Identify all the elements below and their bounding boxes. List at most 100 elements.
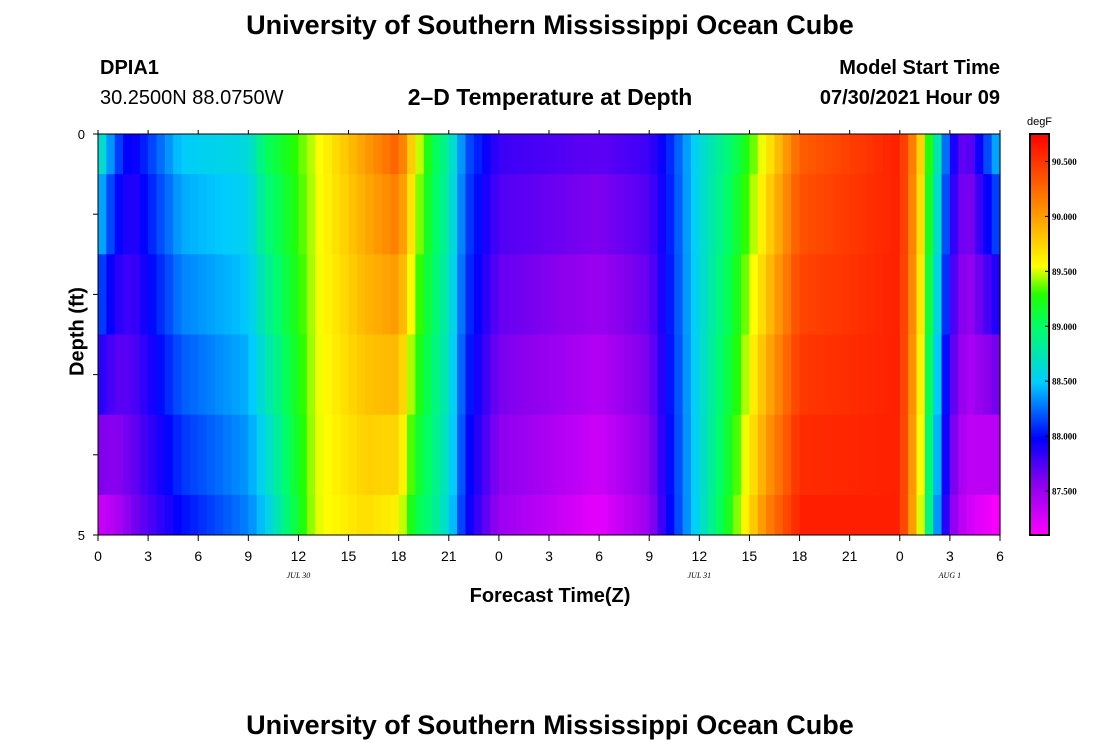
heatmap-cell: [298, 494, 308, 536]
heatmap-cell: [557, 254, 567, 335]
x-tick-label: 3: [946, 548, 954, 564]
heatmap-cell: [298, 134, 308, 175]
heatmap-cell: [457, 334, 467, 416]
heatmap-cell: [331, 414, 341, 496]
heatmap-cell: [482, 134, 492, 175]
heatmap-cell: [866, 254, 876, 335]
heatmap-cell: [173, 334, 183, 416]
heatmap-cell: [891, 334, 901, 416]
heatmap-cell: [883, 134, 893, 175]
heatmap-cell: [298, 174, 308, 255]
heatmap-cell: [457, 134, 467, 175]
heatmap-cell: [423, 414, 433, 496]
heatmap-cell: [290, 134, 300, 175]
heatmap-cell: [724, 134, 734, 175]
heatmap-cell: [164, 334, 174, 416]
heatmap-cell: [507, 494, 517, 536]
heatmap-cell: [682, 254, 692, 335]
heatmap-cell: [214, 494, 224, 536]
x-tick-label: 3: [545, 548, 553, 564]
heatmap-cell: [665, 334, 675, 416]
heatmap-cell: [156, 134, 166, 175]
heatmap-cell: [98, 254, 107, 335]
heatmap-cell: [791, 134, 801, 175]
heatmap-cell: [407, 414, 416, 496]
x-tick-label: 6: [194, 548, 202, 564]
heatmap-cell: [582, 494, 592, 536]
heatmap-cell: [189, 494, 199, 536]
heatmap-cell: [807, 414, 817, 496]
heatmap-cell: [173, 254, 183, 335]
heatmap-cell: [866, 134, 876, 175]
heatmap-cell: [791, 494, 801, 536]
heatmap-cell: [507, 254, 517, 335]
heatmap-cell: [189, 254, 199, 335]
heatmap-cell: [123, 334, 133, 416]
heatmap-cell: [106, 334, 116, 416]
heatmap-cell: [482, 334, 492, 416]
heatmap-cell: [214, 174, 224, 255]
heatmap-cell: [582, 254, 592, 335]
heatmap-cell: [649, 254, 659, 335]
heatmap-cell: [899, 494, 909, 536]
heatmap-cell: [540, 134, 550, 175]
heatmap-cell: [974, 494, 984, 536]
heatmap-cell: [532, 414, 542, 496]
heatmap-cell: [373, 494, 383, 536]
heatmap-cell: [473, 334, 483, 416]
heatmap-cell: [832, 494, 842, 536]
heatmap-cell: [248, 494, 258, 536]
heatmap-cell: [540, 254, 550, 335]
heatmap-cell: [624, 134, 634, 175]
x-tick-label: 0: [94, 548, 102, 564]
heatmap-cell: [123, 254, 133, 335]
heatmap-cell: [891, 134, 901, 175]
heatmap-cell: [256, 254, 266, 335]
heatmap-cell: [757, 334, 767, 416]
heatmap-cell: [841, 414, 851, 496]
heatmap-cell: [615, 134, 625, 175]
heatmap-cell: [490, 174, 500, 255]
heatmap-cell: [883, 494, 893, 536]
heatmap-cell: [131, 174, 141, 255]
heatmap-cell: [741, 254, 751, 335]
heatmap-cell: [624, 174, 634, 255]
heatmap-cell: [423, 134, 433, 175]
heatmap-cell: [515, 494, 525, 536]
colorbar-tick-label: 88.000: [1052, 432, 1077, 442]
heatmap-cell: [498, 494, 508, 536]
heatmap-cell: [582, 174, 592, 255]
heatmap-cell: [223, 414, 233, 496]
model-start-label: Model Start Time: [839, 57, 1000, 79]
heatmap-cell: [131, 414, 141, 496]
heatmap-cell: [407, 334, 416, 416]
heatmap-cell: [181, 254, 191, 335]
heatmap-cell: [373, 254, 383, 335]
heatmap-cell: [181, 134, 191, 175]
heatmap-cell: [214, 254, 224, 335]
heatmap-cell: [624, 334, 634, 416]
heatmap-cell: [181, 334, 191, 416]
heatmap-cell: [273, 334, 283, 416]
heatmap-cell: [490, 414, 500, 496]
heatmap-cell: [799, 174, 809, 255]
heatmap-cell: [866, 334, 876, 416]
heatmap-cell: [223, 134, 233, 175]
heatmap-cell: [849, 494, 859, 536]
heatmap-cell: [390, 334, 400, 416]
heatmap-cell: [290, 414, 300, 496]
heatmap-cell: [398, 174, 408, 255]
heatmap-cell: [549, 334, 558, 416]
x-tick-label: 0: [495, 548, 503, 564]
heatmap-cell: [590, 414, 600, 496]
heatmap-cell: [214, 414, 224, 496]
heatmap-cell: [515, 334, 525, 416]
heatmap-cell: [306, 494, 316, 536]
heatmap-cell: [807, 134, 817, 175]
heatmap-cell: [557, 414, 567, 496]
heatmap-cell: [189, 334, 199, 416]
heatmap-cell: [515, 134, 525, 175]
heatmap-cell: [440, 254, 450, 335]
heatmap-cell: [173, 494, 183, 536]
heatmap-cell: [423, 254, 433, 335]
